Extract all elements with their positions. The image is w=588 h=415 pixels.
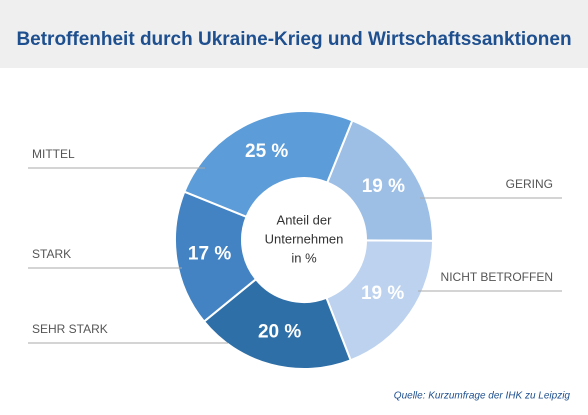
donut-slice bbox=[325, 119, 434, 242]
category-label: STARK bbox=[32, 247, 71, 261]
category-label: MITTEL bbox=[32, 147, 75, 161]
center-label: Anteil der bbox=[277, 212, 333, 227]
value-label: 20 % bbox=[258, 321, 301, 342]
category-label: NICHT BETROFFEN bbox=[441, 270, 553, 284]
category-label: GERING bbox=[506, 177, 553, 191]
value-label: 19 % bbox=[362, 176, 405, 197]
source: Quelle: Kurzumfrage der IHK zu Leipzig bbox=[394, 391, 571, 402]
value-label: 17 % bbox=[188, 243, 231, 264]
donut-slice bbox=[183, 110, 354, 219]
center-label: Unternehmen bbox=[265, 231, 344, 246]
value-label: 19 % bbox=[361, 283, 404, 304]
category-label: SEHR STARK bbox=[32, 322, 108, 336]
donut-slice bbox=[325, 239, 435, 362]
donut-slice bbox=[202, 277, 352, 370]
value-label: 25 % bbox=[245, 141, 288, 162]
title-band bbox=[0, 0, 588, 68]
chart-title: Betroffenheit durch Ukraine-Krieg und Wi… bbox=[16, 29, 571, 50]
center-label: in % bbox=[291, 250, 317, 265]
